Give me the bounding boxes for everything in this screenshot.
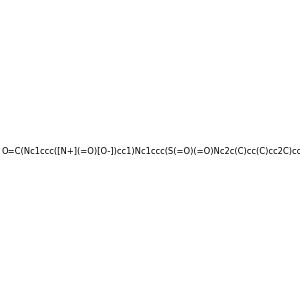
- Text: O=C(Nc1ccc([N+](=O)[O-])cc1)Nc1ccc(S(=O)(=O)Nc2c(C)cc(C)cc2C)cc1: O=C(Nc1ccc([N+](=O)[O-])cc1)Nc1ccc(S(=O)…: [1, 147, 300, 156]
